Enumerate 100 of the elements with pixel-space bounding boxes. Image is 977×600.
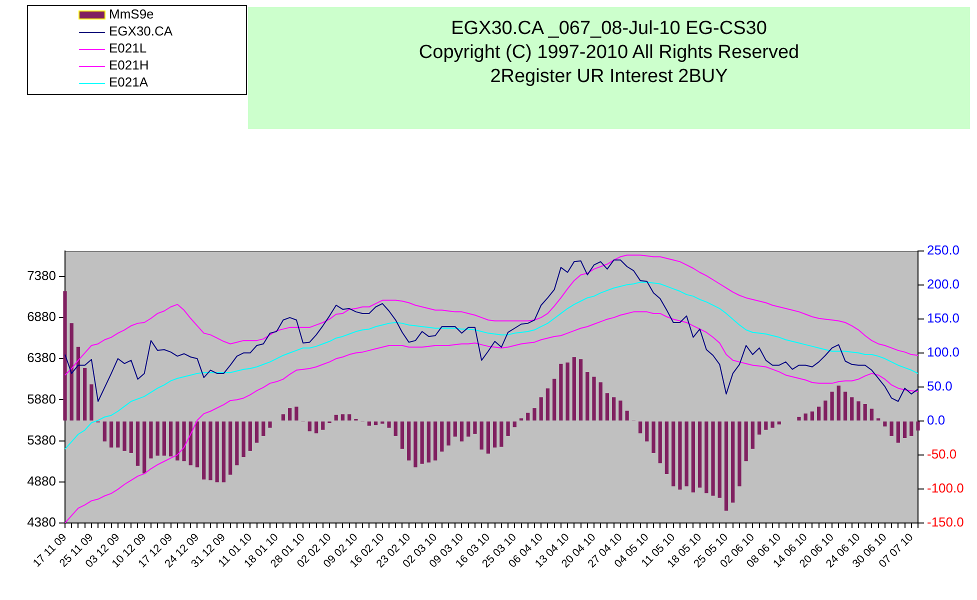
y-tick-label: 6380 xyxy=(27,350,56,366)
bar xyxy=(182,422,186,462)
bar xyxy=(625,410,629,420)
legend-label: EGX30.CA xyxy=(109,24,173,39)
bar xyxy=(202,422,206,480)
bar xyxy=(672,422,676,486)
y-tick-label: 5880 xyxy=(27,391,56,406)
bar xyxy=(500,422,504,447)
bar xyxy=(394,422,398,436)
bar xyxy=(559,364,563,420)
bar xyxy=(830,392,834,420)
bar xyxy=(850,397,854,420)
bar xyxy=(453,422,457,437)
bar xyxy=(757,422,762,435)
bar xyxy=(605,393,610,420)
bar xyxy=(446,422,450,446)
bar xyxy=(102,422,106,442)
y2-tick-label: -150.0 xyxy=(927,514,964,530)
bar xyxy=(374,422,378,426)
bar xyxy=(843,392,848,420)
bar xyxy=(664,422,669,474)
bar xyxy=(440,422,444,452)
bar xyxy=(764,422,768,430)
bar xyxy=(856,401,860,420)
bar xyxy=(63,291,67,420)
bar xyxy=(492,422,497,448)
bar xyxy=(466,422,470,437)
bar xyxy=(414,422,418,468)
bar xyxy=(704,422,708,494)
bar xyxy=(235,422,239,466)
bar xyxy=(215,422,219,482)
bar xyxy=(480,422,484,450)
bar xyxy=(711,422,715,496)
bar xyxy=(777,422,781,424)
bar xyxy=(863,404,867,420)
bar xyxy=(552,378,556,420)
bar xyxy=(836,386,840,420)
bar xyxy=(744,422,748,462)
legend-label: E021H xyxy=(109,58,149,73)
bar xyxy=(797,416,801,420)
bar xyxy=(262,422,266,436)
bar xyxy=(116,422,120,448)
bar xyxy=(288,408,292,420)
bar xyxy=(532,408,536,420)
y-tick-label: 7380 xyxy=(27,268,56,284)
bar xyxy=(222,422,226,482)
bar xyxy=(598,382,602,420)
bar xyxy=(254,422,259,443)
y2-tick-label: 0.0 xyxy=(927,412,946,428)
y2-tick-label: -100.0 xyxy=(927,480,964,496)
y2-tick-label: 200.0 xyxy=(927,276,960,292)
bar xyxy=(340,414,345,420)
bar xyxy=(473,422,477,434)
bar xyxy=(142,422,146,474)
bar xyxy=(486,422,490,454)
legend-label: E021A xyxy=(109,74,148,90)
bar xyxy=(308,422,312,432)
bar xyxy=(546,388,550,420)
bar xyxy=(460,422,464,442)
bar xyxy=(426,422,430,462)
bar xyxy=(910,422,914,436)
bar xyxy=(314,422,318,434)
bar xyxy=(334,414,338,420)
bar xyxy=(136,422,140,466)
bar xyxy=(195,422,200,468)
y-tick-label: 6880 xyxy=(27,309,56,324)
bar xyxy=(208,422,212,480)
bar xyxy=(512,422,516,428)
bar xyxy=(804,414,808,420)
bar xyxy=(149,422,153,458)
y2-tick-label: 250.0 xyxy=(927,242,960,258)
bar xyxy=(387,422,391,428)
bar xyxy=(724,422,728,511)
bar xyxy=(750,422,755,449)
bar xyxy=(645,422,649,442)
bar xyxy=(810,411,814,420)
bar xyxy=(242,422,246,458)
bar xyxy=(90,384,94,420)
bar xyxy=(188,422,192,466)
bar xyxy=(168,422,173,456)
y2-tick-label: -50.0 xyxy=(927,446,957,462)
bar xyxy=(367,422,371,426)
bar xyxy=(566,362,570,420)
bar xyxy=(321,422,325,430)
bar xyxy=(718,422,722,498)
text: Copyright (C) 1997-2010 All Rights Reserved xyxy=(418,41,800,65)
bar xyxy=(890,422,894,436)
bar xyxy=(738,422,742,486)
bar xyxy=(156,422,160,456)
bar xyxy=(870,408,874,420)
y-tick-label: 4380 xyxy=(27,514,56,530)
text: 2Register UR Interest 2BUY xyxy=(489,65,729,89)
bar xyxy=(586,372,590,420)
bar xyxy=(618,400,622,420)
bar xyxy=(678,422,682,490)
y2-tick-label: 150.0 xyxy=(927,310,960,326)
bar xyxy=(539,397,543,420)
bar xyxy=(70,323,74,420)
bar xyxy=(638,422,642,434)
bar xyxy=(612,397,616,420)
